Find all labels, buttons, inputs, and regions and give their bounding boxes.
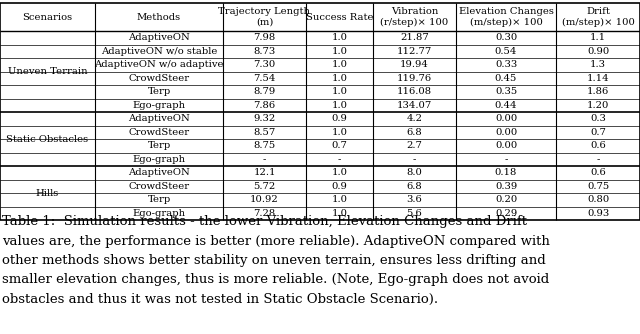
Text: 0.54: 0.54: [495, 47, 517, 56]
Text: Elevation Changes
(m/step)× 100: Elevation Changes (m/step)× 100: [459, 7, 554, 27]
Text: 5.6: 5.6: [406, 209, 422, 218]
Text: 0.9: 0.9: [332, 182, 348, 191]
Text: Static Obstacles: Static Obstacles: [6, 135, 88, 144]
Text: 9.32: 9.32: [253, 114, 276, 123]
Text: 0.30: 0.30: [495, 33, 517, 42]
Text: CrowdSteer: CrowdSteer: [129, 128, 189, 137]
Text: 0.80: 0.80: [587, 195, 609, 204]
Text: 0.75: 0.75: [587, 182, 609, 191]
Text: 0.93: 0.93: [587, 209, 609, 218]
Text: 0.7: 0.7: [332, 141, 348, 150]
Text: 21.87: 21.87: [400, 33, 429, 42]
Text: 0.6: 0.6: [590, 168, 606, 177]
Text: 1.0: 1.0: [332, 60, 348, 69]
Text: 4.2: 4.2: [406, 114, 422, 123]
Text: -: -: [596, 155, 600, 164]
Text: Trajectory Length
(m): Trajectory Length (m): [218, 7, 310, 27]
Text: -: -: [413, 155, 416, 164]
Text: 7.86: 7.86: [253, 101, 276, 110]
Text: 7.98: 7.98: [253, 33, 276, 42]
Text: Hills: Hills: [36, 188, 59, 197]
Text: 8.75: 8.75: [253, 141, 276, 150]
Text: 1.0: 1.0: [332, 195, 348, 204]
Text: 8.73: 8.73: [253, 47, 276, 56]
Text: 5.72: 5.72: [253, 182, 276, 191]
Text: 0.90: 0.90: [587, 47, 609, 56]
Text: 7.28: 7.28: [253, 209, 276, 218]
Text: 8.57: 8.57: [253, 128, 276, 137]
Text: 0.29: 0.29: [495, 209, 517, 218]
Text: 1.20: 1.20: [587, 101, 609, 110]
Text: 0.45: 0.45: [495, 74, 517, 83]
Text: -: -: [504, 155, 508, 164]
Text: 1.0: 1.0: [332, 87, 348, 96]
Text: 1.86: 1.86: [587, 87, 609, 96]
Text: 1.14: 1.14: [587, 74, 609, 83]
Text: AdaptiveON: AdaptiveON: [128, 168, 190, 177]
Text: Terp: Terp: [147, 87, 171, 96]
Text: Ego-graph: Ego-graph: [132, 155, 186, 164]
Text: 0.39: 0.39: [495, 182, 517, 191]
Text: CrowdSteer: CrowdSteer: [129, 74, 189, 83]
Text: 112.77: 112.77: [397, 47, 432, 56]
Text: -: -: [338, 155, 341, 164]
Text: smaller elevation changes, thus is more reliable. (Note, Ego-graph does not avoi: smaller elevation changes, thus is more …: [2, 274, 549, 287]
Text: AdaptiveON: AdaptiveON: [128, 33, 190, 42]
Text: 6.8: 6.8: [406, 182, 422, 191]
Text: 0.44: 0.44: [495, 101, 517, 110]
Text: 1.0: 1.0: [332, 47, 348, 56]
Text: 7.54: 7.54: [253, 74, 276, 83]
Text: 0.20: 0.20: [495, 195, 517, 204]
Text: obstacles and thus it was not tested in Static Obstacle Scenario).: obstacles and thus it was not tested in …: [2, 293, 438, 306]
Text: Scenarios: Scenarios: [22, 12, 72, 21]
Text: Uneven Terrain: Uneven Terrain: [8, 67, 87, 76]
Text: 8.0: 8.0: [406, 168, 422, 177]
Text: 7.30: 7.30: [253, 60, 276, 69]
Text: AdaptiveON w/o adaptive: AdaptiveON w/o adaptive: [94, 60, 224, 69]
Text: 0.00: 0.00: [495, 128, 517, 137]
Text: 1.0: 1.0: [332, 33, 348, 42]
Text: AdaptiveON w/o stable: AdaptiveON w/o stable: [101, 47, 217, 56]
Text: 3.6: 3.6: [406, 195, 422, 204]
Text: 1.0: 1.0: [332, 128, 348, 137]
Text: 19.94: 19.94: [400, 60, 429, 69]
Text: Terp: Terp: [147, 141, 171, 150]
Text: 116.08: 116.08: [397, 87, 432, 96]
Text: -: -: [263, 155, 266, 164]
Text: CrowdSteer: CrowdSteer: [129, 182, 189, 191]
Text: Ego-graph: Ego-graph: [132, 209, 186, 218]
Text: 1.0: 1.0: [332, 74, 348, 83]
Text: 0.35: 0.35: [495, 87, 517, 96]
Text: 1.1: 1.1: [590, 33, 606, 42]
Text: 1.0: 1.0: [332, 101, 348, 110]
Text: 0.00: 0.00: [495, 141, 517, 150]
Text: Terp: Terp: [147, 195, 171, 204]
Text: 0.3: 0.3: [590, 114, 606, 123]
Text: Ego-graph: Ego-graph: [132, 101, 186, 110]
Text: 0.6: 0.6: [590, 141, 606, 150]
Text: 0.7: 0.7: [590, 128, 606, 137]
Text: AdaptiveON: AdaptiveON: [128, 114, 190, 123]
Text: other methods shows better stability on uneven terrain, ensures less drifting an: other methods shows better stability on …: [2, 254, 546, 267]
Text: Drift
(m/step)× 100: Drift (m/step)× 100: [561, 7, 634, 27]
Text: Table 1:  Simulation results - the lower Vibration, Elevation Changes and Drift: Table 1: Simulation results - the lower …: [2, 215, 527, 228]
Text: Methods: Methods: [137, 12, 181, 21]
Text: 119.76: 119.76: [397, 74, 432, 83]
Text: 1.0: 1.0: [332, 168, 348, 177]
Text: values are, the performance is better (more reliable). AdaptiveON compared with: values are, the performance is better (m…: [2, 234, 550, 247]
Text: 2.7: 2.7: [406, 141, 422, 150]
Text: 6.8: 6.8: [406, 128, 422, 137]
Text: 0.00: 0.00: [495, 114, 517, 123]
Text: 0.18: 0.18: [495, 168, 517, 177]
Text: 0.9: 0.9: [332, 114, 348, 123]
Text: Success Rate: Success Rate: [306, 12, 373, 21]
Text: 0.33: 0.33: [495, 60, 517, 69]
Text: 8.79: 8.79: [253, 87, 276, 96]
Text: 1.3: 1.3: [590, 60, 606, 69]
Text: Vibration
(r/step)× 100: Vibration (r/step)× 100: [380, 7, 449, 27]
Text: 1.0: 1.0: [332, 209, 348, 218]
Text: 12.1: 12.1: [253, 168, 276, 177]
Text: 10.92: 10.92: [250, 195, 279, 204]
Text: 134.07: 134.07: [397, 101, 432, 110]
